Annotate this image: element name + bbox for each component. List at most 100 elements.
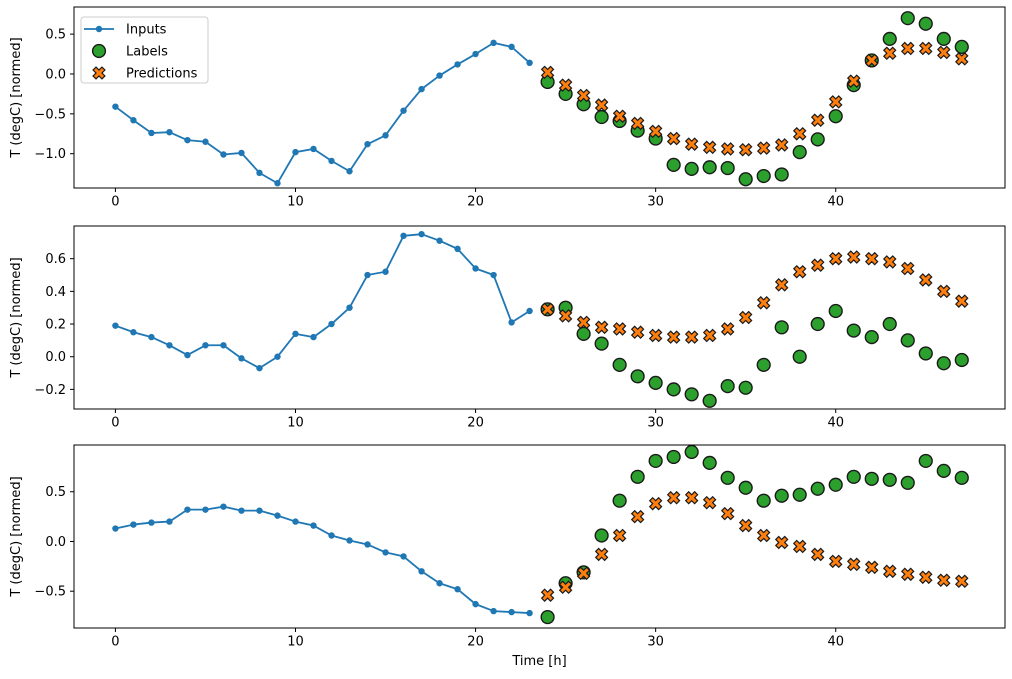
- prediction-point-marker: [702, 140, 717, 155]
- input-point-marker: [166, 342, 173, 349]
- input-point-marker: [202, 138, 209, 145]
- input-point-marker: [220, 503, 227, 510]
- x-tick-label: 0: [111, 416, 119, 431]
- legend-entry-inputs: Inputs: [84, 23, 167, 38]
- prediction-point-marker: [864, 560, 879, 575]
- label-point-marker: [702, 393, 717, 408]
- x-tick-label: 10: [287, 195, 304, 210]
- input-point-marker: [130, 329, 137, 336]
- input-point-marker: [490, 39, 497, 47]
- label-point-marker: [774, 167, 789, 182]
- y-axis: 0.6 0.4 0.2 0.0 −0.2: [34, 252, 74, 398]
- input-point-marker: [382, 549, 389, 556]
- x-tick-label: 10: [287, 416, 304, 431]
- predictions-series: [540, 250, 969, 344]
- input-point-marker: [274, 512, 281, 519]
- plot-background: [74, 226, 1005, 409]
- input-point-marker: [310, 333, 317, 341]
- input-point-marker: [472, 265, 479, 272]
- input-point-marker: [130, 117, 137, 124]
- input-point-marker: [256, 364, 263, 372]
- y-tick-label: −1.0: [34, 147, 66, 162]
- label-point-marker: [846, 469, 861, 484]
- input-point-marker: [418, 230, 425, 238]
- plot-frame: [73, 6, 1006, 189]
- label-point-marker: [630, 369, 645, 384]
- label-point-marker: [936, 463, 951, 478]
- label-point-marker: [864, 330, 879, 345]
- prediction-point-marker: [648, 496, 663, 511]
- prediction-point-marker: [900, 567, 915, 582]
- prediction-point-marker: [594, 98, 609, 112]
- label-point-marker: [720, 379, 735, 394]
- y-tick-label: −0.5: [34, 585, 66, 600]
- input-point-marker: [364, 271, 371, 279]
- input-point-marker: [382, 132, 389, 139]
- label-point-marker: [774, 488, 789, 503]
- prediction-point-marker: [882, 564, 897, 579]
- label-point-marker: [774, 320, 789, 335]
- label-point-marker: [954, 352, 969, 368]
- prediction-point-marker: [594, 320, 609, 335]
- prediction-point-marker: [612, 322, 627, 336]
- x-axis: 0 10 20 30 40: [111, 409, 844, 431]
- input-point-marker: [274, 353, 281, 360]
- prediction-point-marker: [936, 45, 951, 60]
- inputs-series: [112, 503, 533, 617]
- input-point-marker: [184, 506, 191, 513]
- prediction-point-marker: [954, 294, 969, 308]
- y-axis-label: T (degC) [normed]: [9, 37, 24, 158]
- label-point-marker: [882, 316, 897, 332]
- label-point-marker: [810, 481, 825, 496]
- prediction-point-marker: [558, 309, 573, 323]
- input-point-marker: [508, 608, 515, 616]
- label-point-marker: [954, 470, 969, 485]
- y-tick-label: −0.5: [34, 107, 66, 122]
- prediction-point-marker: [774, 278, 789, 292]
- prediction-point-marker: [864, 251, 879, 266]
- input-point-marker: [328, 532, 335, 539]
- input-point-marker: [526, 609, 533, 617]
- label-point-marker: [828, 477, 843, 492]
- input-point-marker: [418, 568, 425, 575]
- label-point-marker: [720, 470, 735, 485]
- predictions-series: [540, 490, 969, 602]
- x-axis: 0 10 20 30 40: [111, 188, 844, 210]
- label-point-marker: [936, 31, 951, 46]
- prediction-point-marker: [558, 78, 573, 92]
- label-point-marker: [648, 453, 663, 469]
- prediction-point-marker: [936, 573, 951, 588]
- y-axis: 0.5 0.0 −0.5: [34, 485, 74, 600]
- input-point-marker: [508, 319, 515, 326]
- prediction-point-marker: [612, 528, 627, 543]
- prediction-point-marker: [594, 547, 609, 562]
- label-point-marker: [864, 471, 879, 486]
- label-point-marker: [810, 132, 825, 147]
- label-point-marker: [576, 326, 591, 341]
- input-point-marker: [436, 237, 443, 244]
- input-point-marker: [454, 586, 461, 593]
- input-point-marker: [148, 333, 155, 341]
- prediction-point-marker: [612, 109, 627, 124]
- label-point-marker: [702, 160, 717, 175]
- y-tick-label: 0.5: [45, 28, 66, 43]
- prediction-point-marker: [648, 124, 663, 139]
- prediction-point-marker: [738, 310, 753, 325]
- label-point-marker: [936, 356, 951, 371]
- input-point-marker: [292, 330, 299, 338]
- prediction-point-marker: [918, 273, 933, 287]
- x-tick-label: 40: [827, 195, 844, 210]
- prediction-point-marker: [846, 250, 861, 264]
- prediction-point-marker: [684, 137, 699, 151]
- inputs-line: [114, 505, 531, 614]
- prediction-point-marker: [666, 330, 681, 344]
- legend-box: [80, 16, 209, 84]
- prediction-point-marker: [918, 41, 933, 56]
- input-point-marker: [454, 245, 461, 253]
- label-point-marker: [792, 349, 807, 364]
- input-point-marker: [328, 157, 335, 165]
- prediction-point-marker: [540, 65, 555, 80]
- label-point-marker: [900, 475, 915, 490]
- input-point-marker: [364, 541, 371, 548]
